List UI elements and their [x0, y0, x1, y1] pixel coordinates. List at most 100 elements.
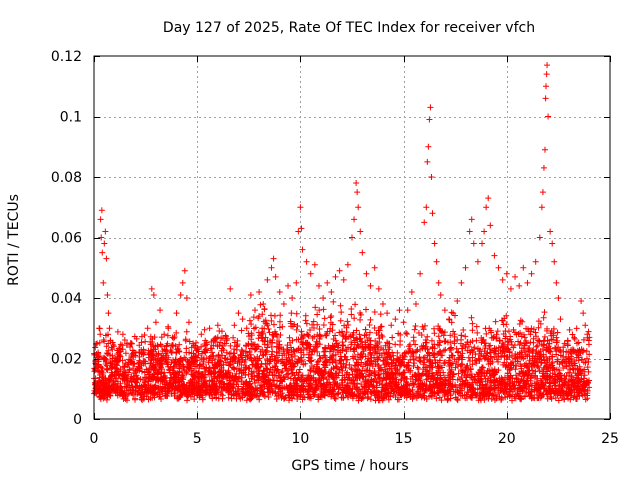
- data-point: [568, 372, 575, 379]
- data-point: [105, 347, 112, 354]
- data-point: [529, 361, 536, 368]
- data-point: [585, 368, 592, 375]
- data-point: [362, 326, 369, 333]
- data-point: [564, 341, 571, 348]
- data-point: [416, 391, 423, 398]
- data-point: [208, 371, 215, 378]
- data-point: [210, 383, 217, 390]
- data-point: [466, 384, 473, 391]
- data-point: [388, 322, 395, 329]
- data-point: [538, 380, 545, 387]
- data-point: [214, 360, 221, 367]
- data-point: [540, 314, 547, 321]
- data-point: [313, 338, 320, 345]
- data-point: [161, 346, 168, 353]
- data-point: [518, 395, 525, 402]
- data-point: [170, 343, 177, 350]
- data-point: [342, 353, 349, 360]
- data-point: [311, 333, 318, 340]
- data-point: [120, 389, 127, 396]
- data-point: [389, 334, 396, 341]
- data-point: [101, 240, 108, 247]
- data-point: [466, 228, 473, 235]
- data-point: [502, 333, 509, 340]
- data-point: [469, 361, 476, 368]
- data-point: [486, 367, 493, 374]
- data-point: [534, 342, 541, 349]
- data-point: [265, 325, 272, 332]
- data-point: [343, 348, 350, 355]
- data-point: [411, 326, 418, 333]
- data-point: [264, 355, 271, 362]
- data-point: [568, 381, 575, 388]
- data-point: [301, 332, 308, 339]
- data-point: [181, 267, 188, 274]
- data-point: [248, 332, 255, 339]
- data-point: [542, 379, 549, 386]
- data-point: [128, 340, 135, 347]
- data-point: [169, 367, 176, 374]
- data-point: [544, 62, 551, 69]
- data-point: [188, 367, 195, 374]
- data-point: [231, 322, 238, 329]
- data-point: [343, 384, 350, 391]
- data-point: [258, 334, 265, 341]
- data-point: [350, 346, 357, 353]
- data-point: [128, 384, 135, 391]
- data-point: [130, 360, 137, 367]
- data-point: [462, 264, 469, 271]
- data-point: [538, 341, 545, 348]
- data-point: [234, 337, 241, 344]
- data-point: [123, 384, 130, 391]
- data-point: [158, 334, 165, 341]
- data-point: [518, 345, 525, 352]
- data-point: [368, 354, 375, 361]
- data-point: [339, 331, 346, 338]
- data-point: [400, 319, 407, 326]
- data-point: [158, 357, 165, 364]
- data-point: [246, 395, 253, 402]
- data-point: [114, 362, 121, 369]
- data-point: [424, 375, 431, 382]
- data-point: [152, 384, 159, 391]
- data-point: [438, 329, 445, 336]
- x-tick-label: 0: [90, 431, 99, 447]
- data-point: [421, 359, 428, 366]
- data-point: [532, 353, 539, 360]
- data-point: [255, 343, 262, 350]
- data-point: [353, 384, 360, 391]
- data-point: [97, 331, 104, 338]
- data-point: [265, 388, 272, 395]
- data-point: [183, 295, 190, 301]
- data-point: [515, 338, 522, 345]
- data-point: [150, 361, 157, 368]
- data-point: [436, 383, 443, 390]
- data-point: [343, 371, 350, 378]
- data-point: [113, 366, 120, 373]
- data-point: [312, 304, 319, 311]
- data-point: [433, 258, 440, 265]
- data-point: [260, 330, 267, 337]
- data-point: [377, 311, 384, 318]
- data-point: [173, 385, 180, 392]
- data-point: [373, 342, 380, 349]
- data-point: [116, 345, 123, 352]
- data-point: [462, 395, 469, 402]
- data-point: [385, 361, 392, 368]
- data-point: [565, 384, 572, 391]
- data-point: [180, 381, 187, 388]
- data-point: [468, 216, 475, 223]
- data-point: [169, 341, 176, 348]
- data-point: [114, 378, 121, 385]
- data-point: [252, 346, 259, 353]
- data-point: [242, 356, 249, 363]
- data-point: [206, 377, 213, 384]
- data-point: [243, 383, 250, 390]
- data-point: [451, 338, 458, 345]
- data-point: [205, 359, 212, 366]
- data-point: [320, 306, 327, 313]
- data-point: [307, 367, 314, 374]
- data-point: [293, 279, 300, 286]
- data-point: [256, 288, 263, 295]
- data-point: [561, 380, 568, 387]
